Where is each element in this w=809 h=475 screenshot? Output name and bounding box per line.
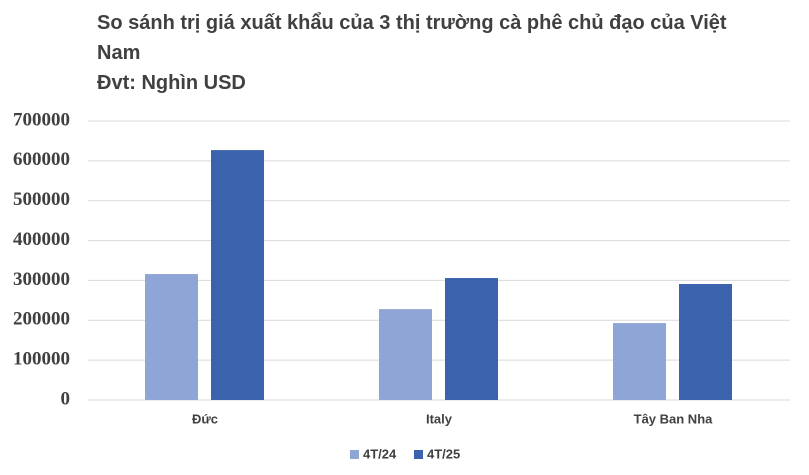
bar	[145, 274, 198, 400]
bar	[679, 284, 732, 400]
y-tick-label: 500000	[13, 189, 70, 210]
x-tick-label: Đức	[192, 411, 218, 426]
y-tick-label: 300000	[13, 269, 70, 290]
y-tick-label: 600000	[13, 149, 70, 170]
legend-label: 4T/24	[363, 446, 397, 461]
y-tick-label: 0	[61, 388, 71, 409]
bar	[211, 150, 264, 400]
y-tick-label: 400000	[13, 229, 70, 250]
chart-subtitle: Đvt: Nghìn USD	[97, 72, 246, 94]
bar	[379, 309, 432, 400]
bar	[613, 323, 666, 400]
chart-title: So sánh trị giá xuất khẩu của 3 thị trườ…	[97, 12, 727, 64]
chart-header: So sánh trị giá xuất khẩu của 3 thị trườ…	[97, 8, 727, 98]
y-tick-label: 200000	[13, 309, 70, 330]
legend-swatch	[350, 450, 359, 459]
legend-label: 4T/25	[427, 446, 460, 461]
x-tick-label: Italy	[426, 411, 453, 426]
legend-swatch	[414, 450, 423, 459]
bar	[445, 278, 498, 400]
y-tick-label: 100000	[13, 349, 70, 370]
x-tick-label: Tây Ban Nha	[634, 411, 714, 426]
y-tick-label: 700000	[13, 109, 70, 130]
